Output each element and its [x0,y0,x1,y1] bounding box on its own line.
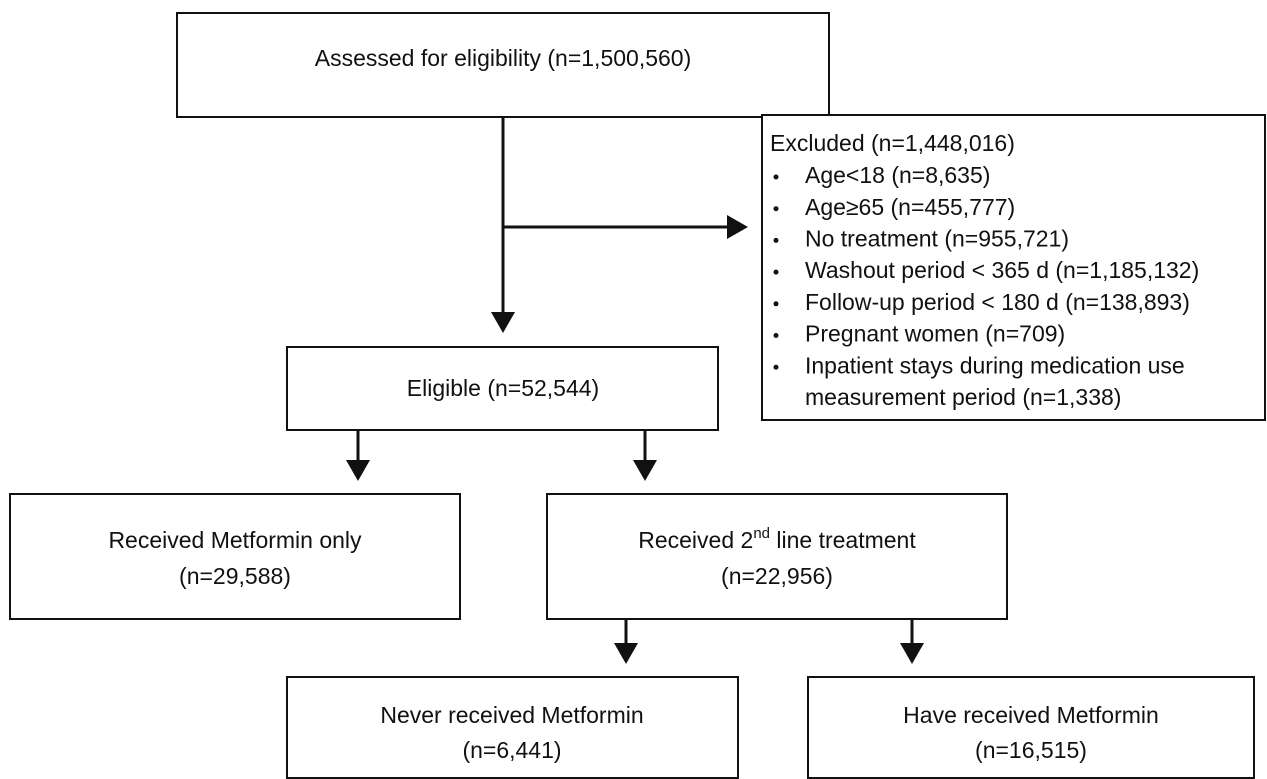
excluded-item: Age<18 (n=8,635) [805,162,990,188]
superscript: nd [753,525,770,542]
node-label: Eligible (n=52,544) [407,375,599,401]
excluded-box [761,114,1266,421]
excluded-item: Follow-up period < 180 d (n=138,893) [805,289,1190,315]
node-label: (n=22,956) [721,563,833,589]
label-part: line treatment [770,527,916,553]
bullet [773,174,779,180]
node-label: Never received Metformin [380,702,643,728]
node-box [176,12,830,118]
node-label: Received 2nd line treatment [638,525,916,553]
node-label: (n=6,441) [462,737,561,763]
node-label: Received Metformin only [108,527,362,553]
node-label: (n=29,588) [179,563,291,589]
node-label: Assessed for eligibility (n=1,500,560) [315,45,692,71]
node-box [546,493,1008,620]
excluded-list: Age<18 (n=8,635) Age≥65 (n=455,777) No tre… [773,162,1199,410]
excluded-title: Excluded (n=1,448,016) [770,130,1015,156]
excluded-item: Age≥65 (n=455,777) [805,194,1015,220]
excluded-item: measurement period (n=1,338) [805,384,1121,410]
label-part: Received 2 [638,527,753,553]
excluded-item: Washout period < 365 d (n=1,185,132) [805,257,1199,283]
node-box [807,676,1255,779]
node-box [9,493,461,620]
node-box [286,676,739,779]
bullet [773,333,779,338]
bullet [773,206,779,212]
bullet [773,301,779,307]
excluded-item: Inpatient stays during medication use [805,352,1185,378]
node-label: (n=16,515) [975,737,1087,763]
bullet [773,364,779,370]
bullet [773,269,779,275]
excluded-item: No treatment (n=955,721) [805,225,1069,251]
node-box [286,346,719,431]
node-label: Have received Metformin [903,702,1159,728]
bullet [773,237,779,243]
excluded-item: Pregnant women (n=709) [805,321,1065,347]
